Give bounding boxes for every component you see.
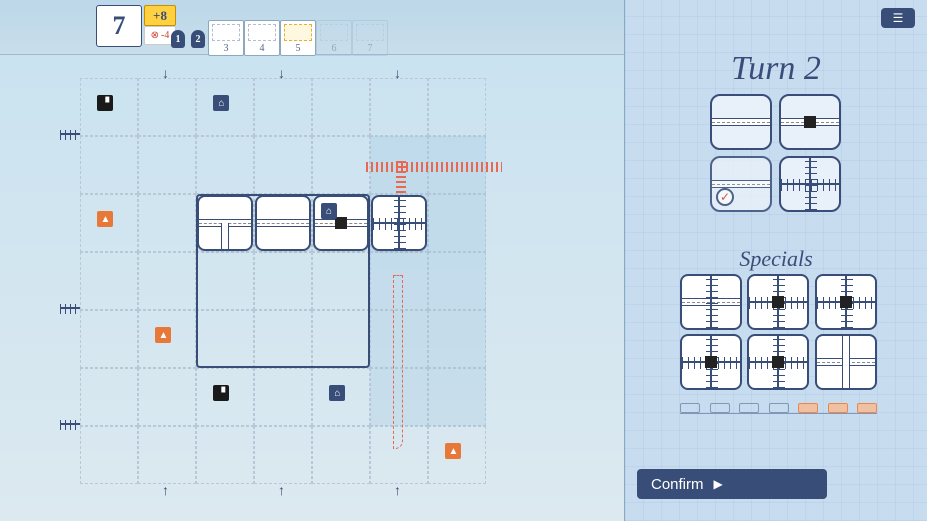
grid-cell[interactable] (80, 368, 138, 426)
ghost-rail (366, 162, 502, 172)
house-icon: ⌂ (321, 203, 337, 219)
check-icon: ✓ (716, 188, 734, 206)
edge-road-exit: ↑ (278, 484, 285, 500)
grid-cell[interactable] (138, 368, 196, 426)
special-tile[interactable] (815, 334, 877, 390)
edge-rail-exit (60, 307, 80, 309)
grid-cell[interactable] (80, 252, 138, 310)
grid-cell[interactable] (312, 78, 370, 136)
board-area: 7 +8 -4 1234567 ⌂▝⌂▲▲▝⌂▲↓↓↓↑↑↑ (0, 0, 624, 521)
round-tab[interactable]: 5 (280, 20, 316, 56)
special-tile[interactable] (680, 274, 742, 330)
placed-tile[interactable] (255, 195, 311, 251)
confirm-label: Confirm (651, 476, 704, 493)
round-tab[interactable]: 6 (316, 20, 352, 56)
specials-title: Specials (625, 246, 927, 272)
grid-cell[interactable] (196, 310, 254, 368)
round-tabs: 1234567 (168, 20, 388, 56)
menu-icon: ☰ (893, 11, 904, 26)
round-tab[interactable]: 7 (352, 20, 388, 56)
placed-tile[interactable] (371, 195, 427, 251)
ghost-road (393, 275, 403, 449)
score-panel: 7 +8 -4 (96, 5, 176, 47)
game-grid[interactable]: ⌂▝⌂▲▲▝⌂▲↓↓↓↑↑↑ (80, 78, 546, 490)
board-icon: ▲ (445, 443, 461, 459)
grid-cell[interactable] (428, 78, 486, 136)
die-tile[interactable] (779, 156, 841, 212)
placed-tile[interactable]: ⌂ (313, 195, 369, 251)
board-icon: ▝ (213, 385, 229, 401)
specials-usage-track (680, 396, 877, 414)
grid-cell[interactable] (254, 368, 312, 426)
grid-cell[interactable] (312, 136, 370, 194)
round-marker-done[interactable]: 1 (168, 20, 188, 56)
grid-cell[interactable] (254, 136, 312, 194)
board-icon: ▝ (97, 95, 113, 111)
edge-rail-exit (60, 133, 80, 135)
grid-cell[interactable] (312, 426, 370, 484)
die-tile[interactable] (710, 94, 772, 150)
special-tile[interactable] (815, 274, 877, 330)
round-marker-done[interactable]: 2 (188, 20, 208, 56)
turn-number: 2 (804, 50, 821, 87)
special-tile[interactable] (680, 334, 742, 390)
die-tile[interactable] (779, 94, 841, 150)
grid-cell[interactable] (80, 426, 138, 484)
placed-tile[interactable] (197, 195, 253, 251)
round-tab[interactable]: 3 (208, 20, 244, 56)
special-tile[interactable] (747, 274, 809, 330)
menu-button[interactable]: ☰ (881, 8, 915, 28)
grid-cell[interactable] (80, 136, 138, 194)
die-tile[interactable]: ✓ (710, 156, 772, 212)
grid-cell[interactable] (138, 136, 196, 194)
grid-cell[interactable] (254, 252, 312, 310)
score-main[interactable]: 7 (96, 5, 142, 47)
grid-cell[interactable] (254, 310, 312, 368)
board-icon: ⌂ (329, 385, 345, 401)
board-icon: ▲ (155, 327, 171, 343)
board-icon: ▲ (97, 211, 113, 227)
grid-cell[interactable] (312, 310, 370, 368)
grid-cell[interactable] (138, 194, 196, 252)
grid-cell[interactable] (196, 136, 254, 194)
ghost-region (370, 136, 486, 426)
round-tab[interactable]: 4 (244, 20, 280, 56)
grid-cell[interactable] (138, 426, 196, 484)
confirm-button[interactable]: Confirm ▶ (637, 469, 827, 499)
edge-road-exit: ↓ (394, 67, 401, 83)
turn-label: Turn (731, 50, 795, 87)
edge-road-exit: ↓ (278, 67, 285, 83)
grid-cell[interactable] (312, 252, 370, 310)
edge-rail-exit (60, 423, 80, 425)
board-icon: ⌂ (213, 95, 229, 111)
turn-title: Turn 2 (625, 50, 927, 88)
grid-cell[interactable] (254, 426, 312, 484)
edge-road-exit: ↓ (162, 67, 169, 83)
special-tile[interactable] (747, 334, 809, 390)
grid-cell[interactable] (196, 252, 254, 310)
grid-cell[interactable] (80, 310, 138, 368)
side-panel: ☰ Turn 2 ✓ Specials Confirm ▶ (624, 0, 927, 521)
grid-cell[interactable] (138, 78, 196, 136)
chevron-right-icon: ▶ (714, 477, 723, 491)
dice-grid: ✓ (710, 94, 842, 212)
grid-cell[interactable] (370, 78, 428, 136)
grid-cell[interactable] (196, 426, 254, 484)
grid-cell[interactable] (254, 78, 312, 136)
edge-road-exit: ↑ (394, 484, 401, 500)
grid-cell[interactable] (138, 252, 196, 310)
edge-road-exit: ↑ (162, 484, 169, 500)
specials-grid (680, 274, 878, 390)
